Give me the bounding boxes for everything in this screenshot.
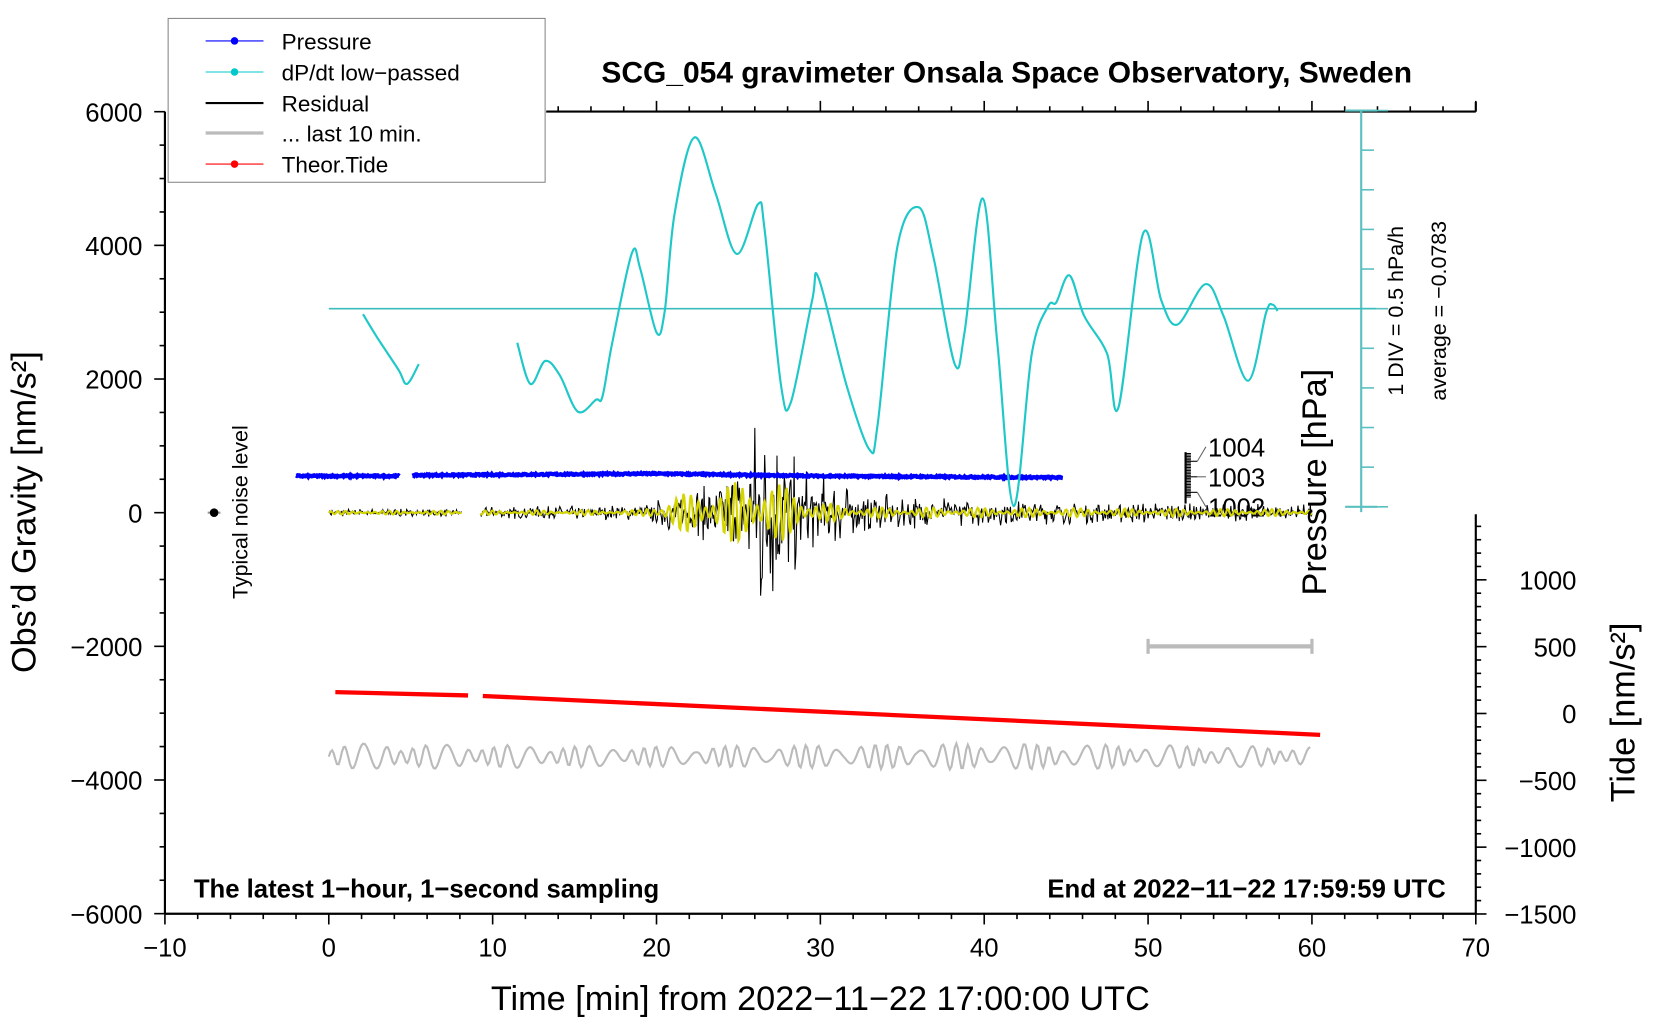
legend-label: Residual [282, 92, 370, 117]
y-tick-label: 6000 [85, 99, 142, 127]
y-axis-label: Obs’d Gravity [nm/s²] [5, 351, 43, 673]
dpdt-scale-label: 1 DIV = 0.5 hPa/h [1384, 226, 1408, 396]
y2-tick-label: −500 [1519, 768, 1577, 796]
y-tick-label: −4000 [70, 768, 142, 796]
tide-series-line [482, 693, 1321, 738]
pressure-label-leader [1196, 492, 1207, 508]
x-tick-label: 50 [1134, 935, 1163, 963]
dpdt-series-line [362, 313, 420, 386]
legend-entry-last10: ... last 10 min. [205, 122, 422, 147]
axes: −10 0 10 20 30 40 50 60 70 6000 4000 2000 0 −2000 −400… [70, 99, 1576, 962]
y-tick-label: 2000 [85, 367, 142, 395]
y2-axis-label: Tide [nm/s²] [1604, 623, 1642, 803]
y2-tick-label: −1000 [1504, 835, 1576, 863]
note-left: The latest 1−hour, 1−second sampling [194, 876, 659, 904]
x-axis-label: Time [min] from 2022−11−22 17:00:00 UTC [491, 980, 1150, 1018]
last10-series-line [327, 740, 1311, 772]
noise-level-point [209, 508, 219, 517]
legend-label: ... last 10 min. [282, 122, 422, 147]
legend-label: dP/dt low−passed [282, 61, 460, 86]
x-tick-label: 10 [478, 935, 507, 963]
y2-tick-label: 0 [1562, 701, 1576, 729]
pressure-tick-label: 1003 [1208, 464, 1265, 492]
x-tick-label: 0 [322, 935, 336, 963]
pressure-series-line [411, 469, 1064, 482]
x-tick-label: 70 [1462, 935, 1491, 963]
legend-entry-residual: Residual [205, 92, 370, 117]
tide-series-line [335, 689, 469, 698]
legend-box [167, 17, 546, 183]
pressure-tick-label: 1002 [1208, 494, 1265, 522]
dpdt-series-line [516, 136, 1279, 508]
legend-entry-pressure: Pressure [205, 29, 372, 54]
legend-entry-dpdt: dP/dt low−passed [205, 61, 460, 86]
x-tick-label: 40 [970, 935, 999, 963]
x-tick-label: −10 [143, 935, 187, 963]
legend-label: Theor.Tide [282, 153, 389, 178]
x-tick-label: 20 [642, 935, 671, 963]
x-tick-label: 30 [806, 935, 835, 963]
data-marks [207, 136, 1377, 772]
chart-title: SCG_054 gravimeter Onsala Space Observat… [601, 57, 1412, 90]
noise-level-label: Typical noise level [228, 425, 252, 599]
legend-label: Pressure [282, 29, 372, 54]
y-tick-label: −6000 [70, 901, 142, 929]
note-right: End at 2022−11−22 17:59:59 UTC [1047, 876, 1445, 904]
residual-series-line [328, 427, 1313, 596]
x-tick-label: 60 [1298, 935, 1327, 963]
filtered-residual-line [328, 482, 1313, 545]
pressure-axis-label: Pressure [hPa] [1296, 369, 1334, 596]
pressure-tick-label: 1004 [1208, 434, 1265, 462]
y2-tick-label: −1500 [1504, 902, 1576, 930]
legend: Pressure dP/dt low−passed Residual ... l… [167, 17, 546, 183]
y-tick-label: −2000 [70, 634, 142, 662]
pressure-series-line [295, 471, 401, 481]
pressure-label-leader [1196, 446, 1207, 462]
y-tick-label: 0 [128, 500, 142, 528]
legend-entry-tide: Theor.Tide [205, 153, 389, 178]
y2-tick-label: 1000 [1519, 567, 1576, 595]
dpdt-average-label: average = −0.0783 [1427, 221, 1451, 401]
y-tick-label: 4000 [85, 233, 142, 261]
y2-tick-label: 500 [1534, 634, 1577, 662]
